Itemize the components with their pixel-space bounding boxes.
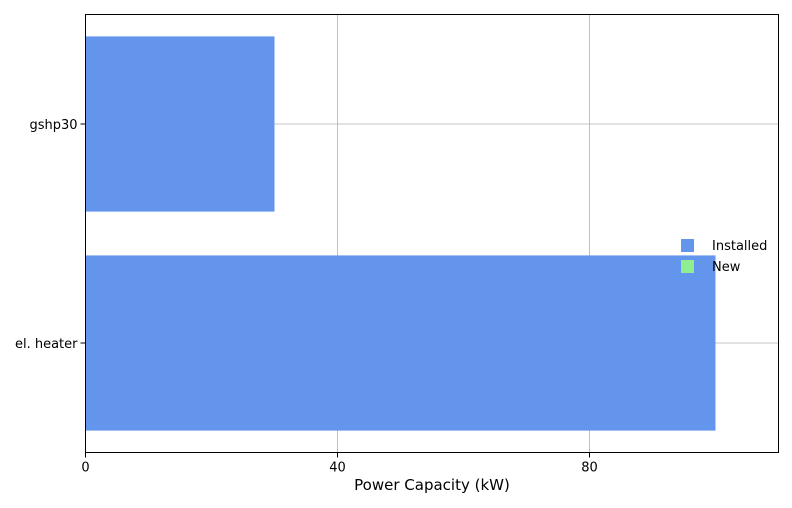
- x-tick-label: 0: [81, 461, 89, 476]
- y-tick-label: el. heater: [15, 337, 78, 352]
- legend: Installed New: [681, 239, 767, 275]
- x-tick-label: 40: [329, 461, 346, 476]
- legend-swatch-new: [681, 260, 694, 273]
- bars: [85, 36, 716, 431]
- bar-installed-gshp30: [85, 36, 275, 212]
- x-axis-ticks: 0 40 80: [81, 452, 598, 476]
- plot-frame: [85, 14, 779, 453]
- legend-label-new: New: [712, 260, 741, 275]
- legend-label-installed: Installed: [712, 239, 767, 254]
- y-axis-ticks: gshp30 el. heater: [15, 118, 86, 352]
- bar-installed-el-heater: [85, 255, 716, 431]
- x-axis-label: Power Capacity (kW): [354, 476, 510, 494]
- legend-swatch-installed: [681, 239, 694, 252]
- x-tick-label: 80: [581, 461, 598, 476]
- y-tick-label: gshp30: [29, 118, 77, 133]
